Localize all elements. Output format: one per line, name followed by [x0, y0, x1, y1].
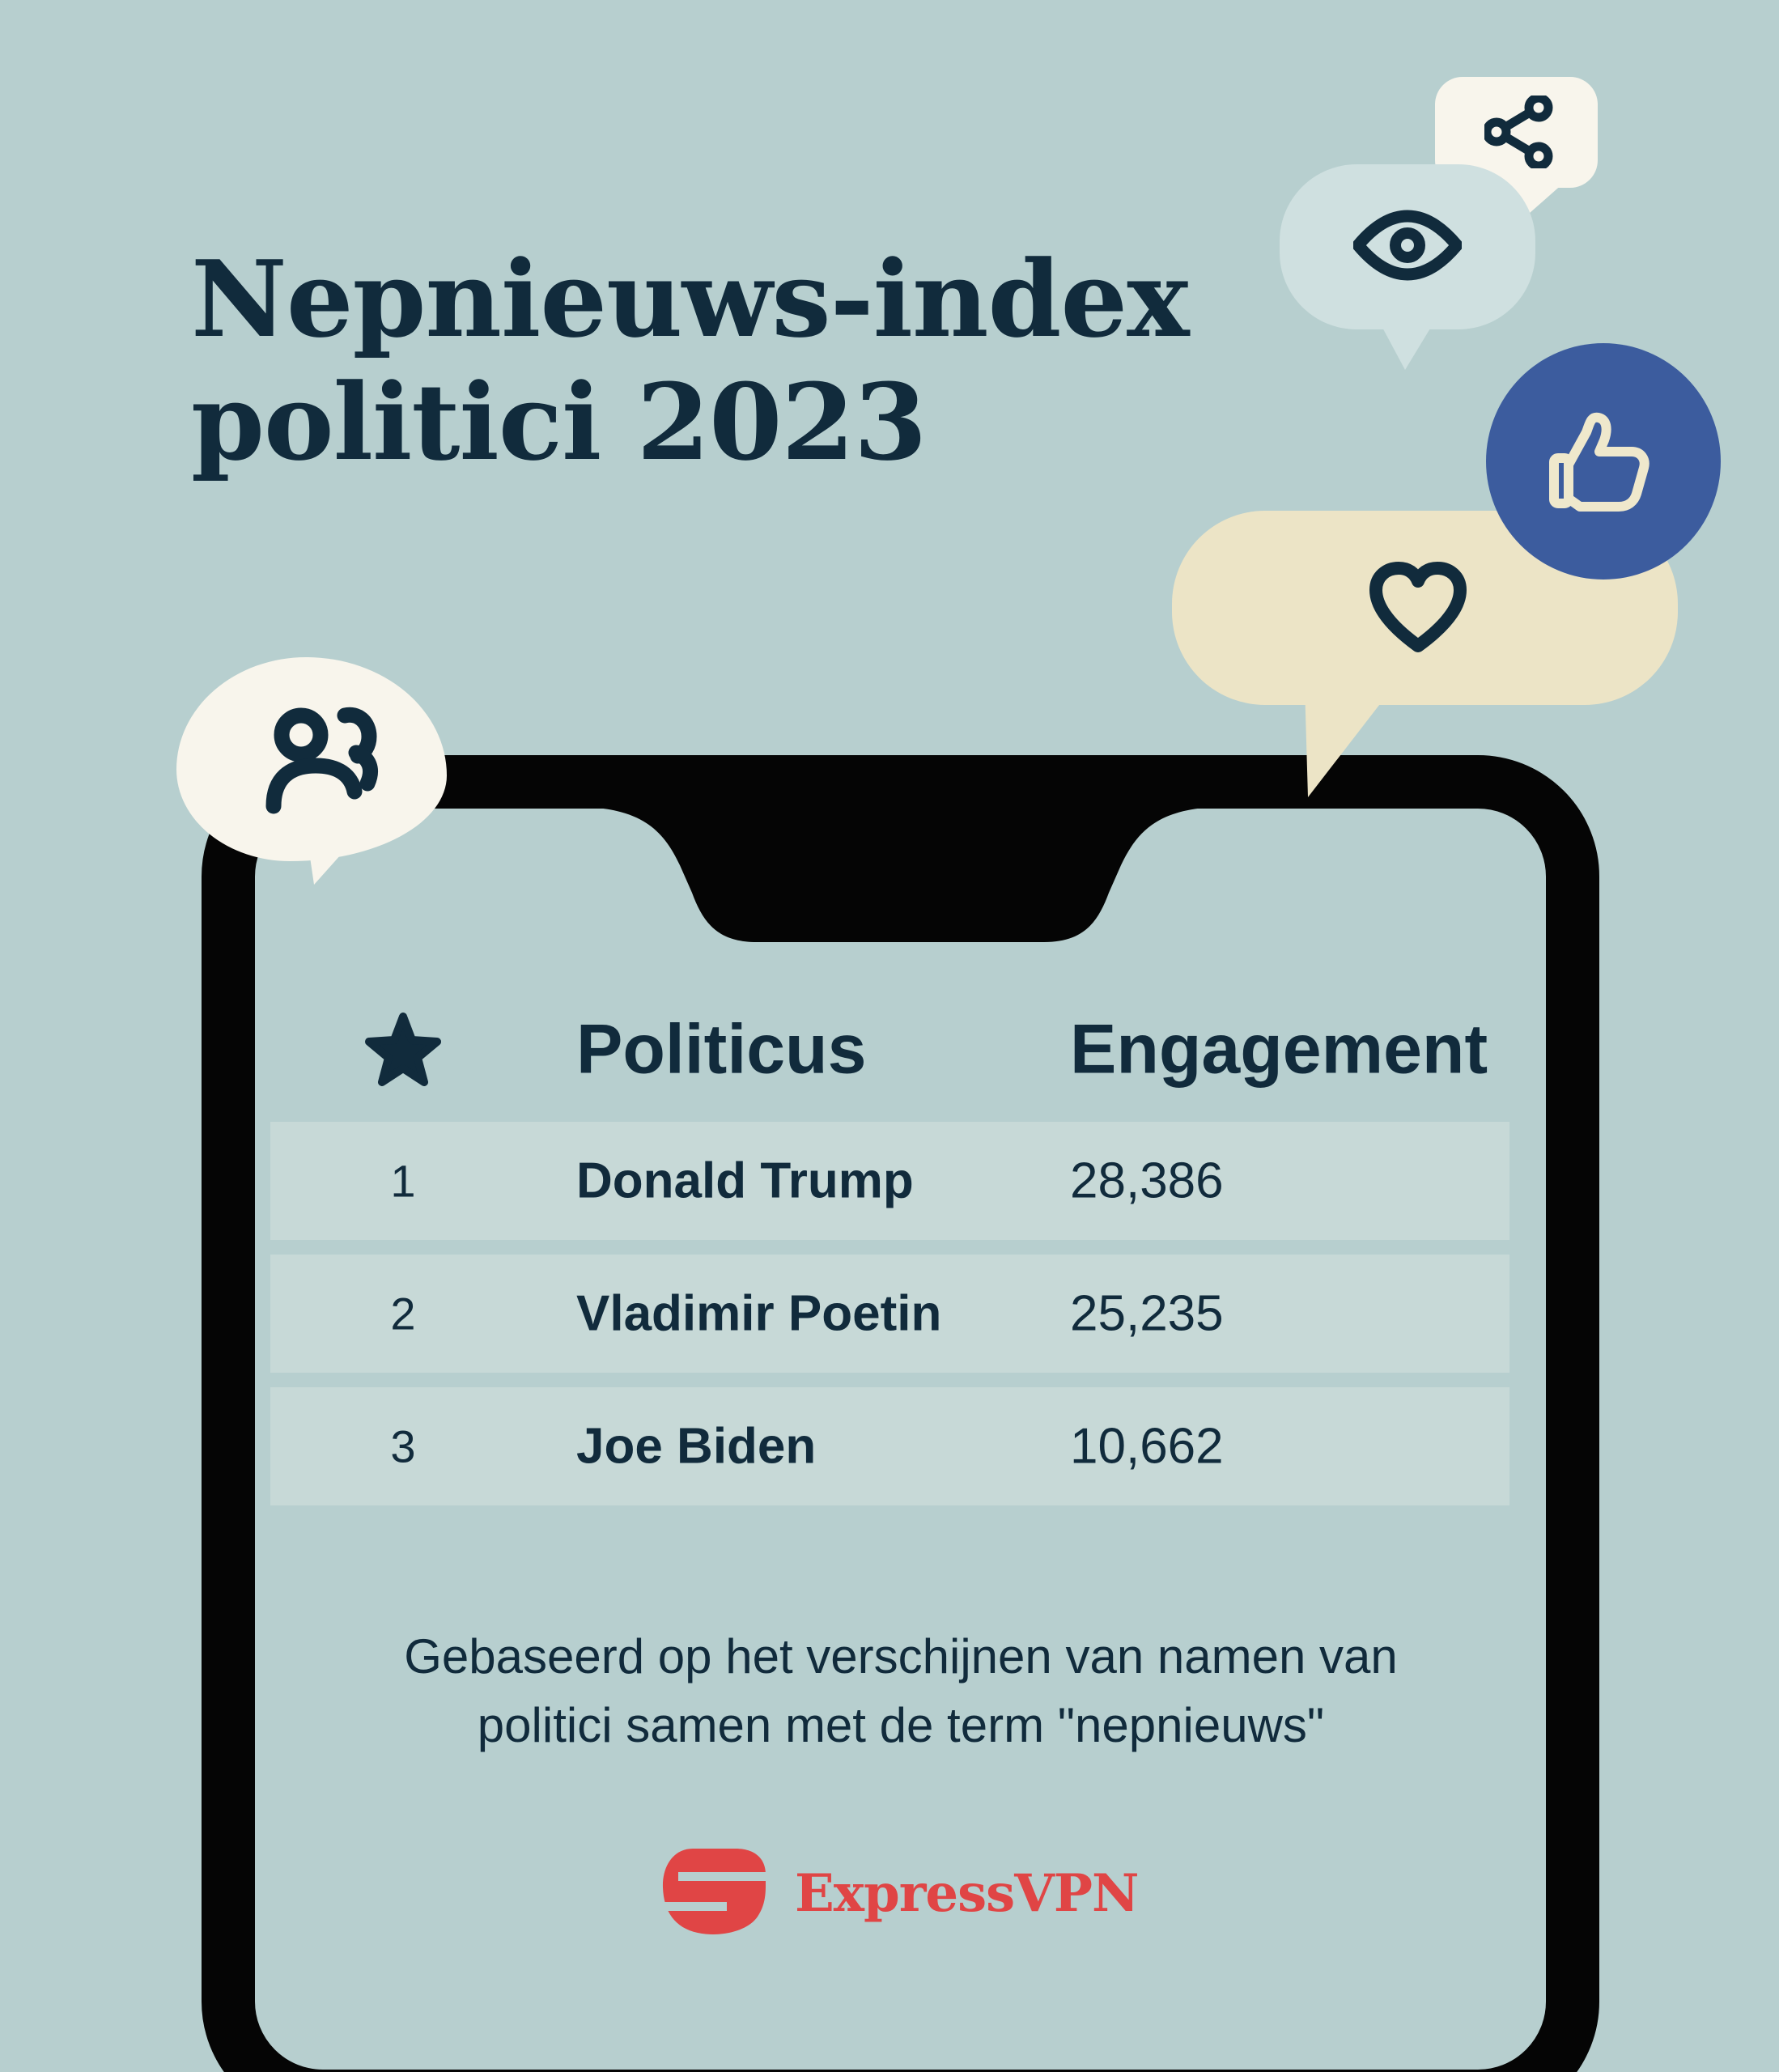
- heart-bubble-tail: [1305, 686, 1391, 797]
- eye-bubble: [1280, 164, 1535, 329]
- engagement-cell: 10,662: [1070, 1418, 1224, 1475]
- thumbs-up-icon: [1549, 412, 1650, 512]
- star-icon: [363, 1011, 444, 1089]
- table-header: Politicus Engagement: [270, 1010, 1509, 1089]
- footnote-line2: politici samen met de term "nepnieuws": [477, 1698, 1325, 1752]
- rank-cell: 2: [390, 1288, 416, 1340]
- people-bubble-tail: [306, 830, 355, 885]
- thumbs-up-badge: [1486, 343, 1721, 580]
- page-title-line2: politici 2023: [191, 360, 927, 484]
- politician-cell: Joe Biden: [576, 1418, 817, 1475]
- expressvpn-logo-icon: [657, 1849, 769, 1934]
- engagement-cell: 25,235: [1070, 1285, 1224, 1342]
- column-header-politician: Politicus: [576, 1010, 867, 1088]
- rank-cell: 3: [390, 1420, 416, 1472]
- column-header-engagement: Engagement: [1070, 1010, 1488, 1088]
- page-title-line1: Nepnieuws-index: [191, 237, 1190, 361]
- footnote-line1: Gebaseerd op het verschijnen van namen v…: [404, 1629, 1398, 1684]
- table-row: 3 Joe Biden 10,662: [270, 1387, 1509, 1505]
- eye-bubble-tail: [1381, 325, 1433, 370]
- eye-icon: [1353, 210, 1462, 281]
- heart-icon: [1369, 562, 1467, 652]
- engagement-cell: 28,386: [1070, 1153, 1224, 1209]
- table-row: 2 Vladimir Poetin 25,235: [270, 1255, 1509, 1373]
- people-icon: [265, 707, 378, 814]
- politician-cell: Vladimir Poetin: [576, 1285, 942, 1342]
- phone-notch: [587, 807, 1214, 942]
- share-icon: [1484, 96, 1553, 168]
- politician-cell: Donald Trump: [576, 1153, 914, 1209]
- brand-name: ExpressVPN: [795, 1863, 1139, 1924]
- phone-frame: [202, 755, 1599, 2072]
- page-title: Nepnieuws-index politici 2023: [191, 237, 1190, 484]
- rank-cell: 1: [390, 1155, 416, 1207]
- footnote: Gebaseerd op het verschijnen van namen v…: [242, 1622, 1560, 1760]
- table-row: 1 Donald Trump 28,386: [270, 1122, 1509, 1240]
